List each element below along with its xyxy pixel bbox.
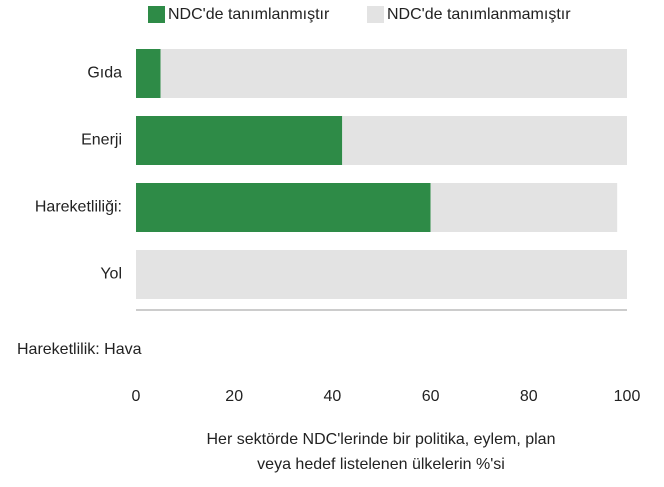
x-tick-label: 20 [225, 388, 243, 405]
x-tick-label: 40 [324, 388, 342, 405]
y-tick-label: Gıda [87, 65, 122, 82]
legend-label: NDC'de tanımlanmıştır [168, 6, 330, 23]
legend-label: NDC'de tanımlanmamıştır [387, 6, 571, 23]
bar-segment [160, 49, 628, 98]
y-tick-label: Yol [100, 266, 122, 283]
legend-swatch [148, 6, 165, 23]
bar-segment [430, 183, 618, 232]
y-tick-label: Hareketliliği: [35, 199, 122, 216]
annotation: Hareketlilik: Hava [17, 341, 142, 358]
bar-segment [342, 116, 627, 165]
bar-segment [136, 49, 161, 98]
bar-segment [136, 250, 627, 299]
x-tick-label: 0 [132, 388, 141, 405]
legend-swatch [367, 6, 384, 23]
bar-segment [136, 116, 343, 165]
x-tick-label: 60 [422, 388, 440, 405]
x-tick-label: 80 [520, 388, 538, 405]
x-axis-label: veya hedef listelenen ülkelerin %'si [257, 456, 505, 473]
bar-segment [136, 183, 431, 232]
y-tick-label: Enerji [81, 132, 122, 149]
x-axis-label: Her sektörde NDC'lerinde bir politika, e… [207, 431, 556, 448]
x-tick-label: 100 [614, 388, 641, 405]
